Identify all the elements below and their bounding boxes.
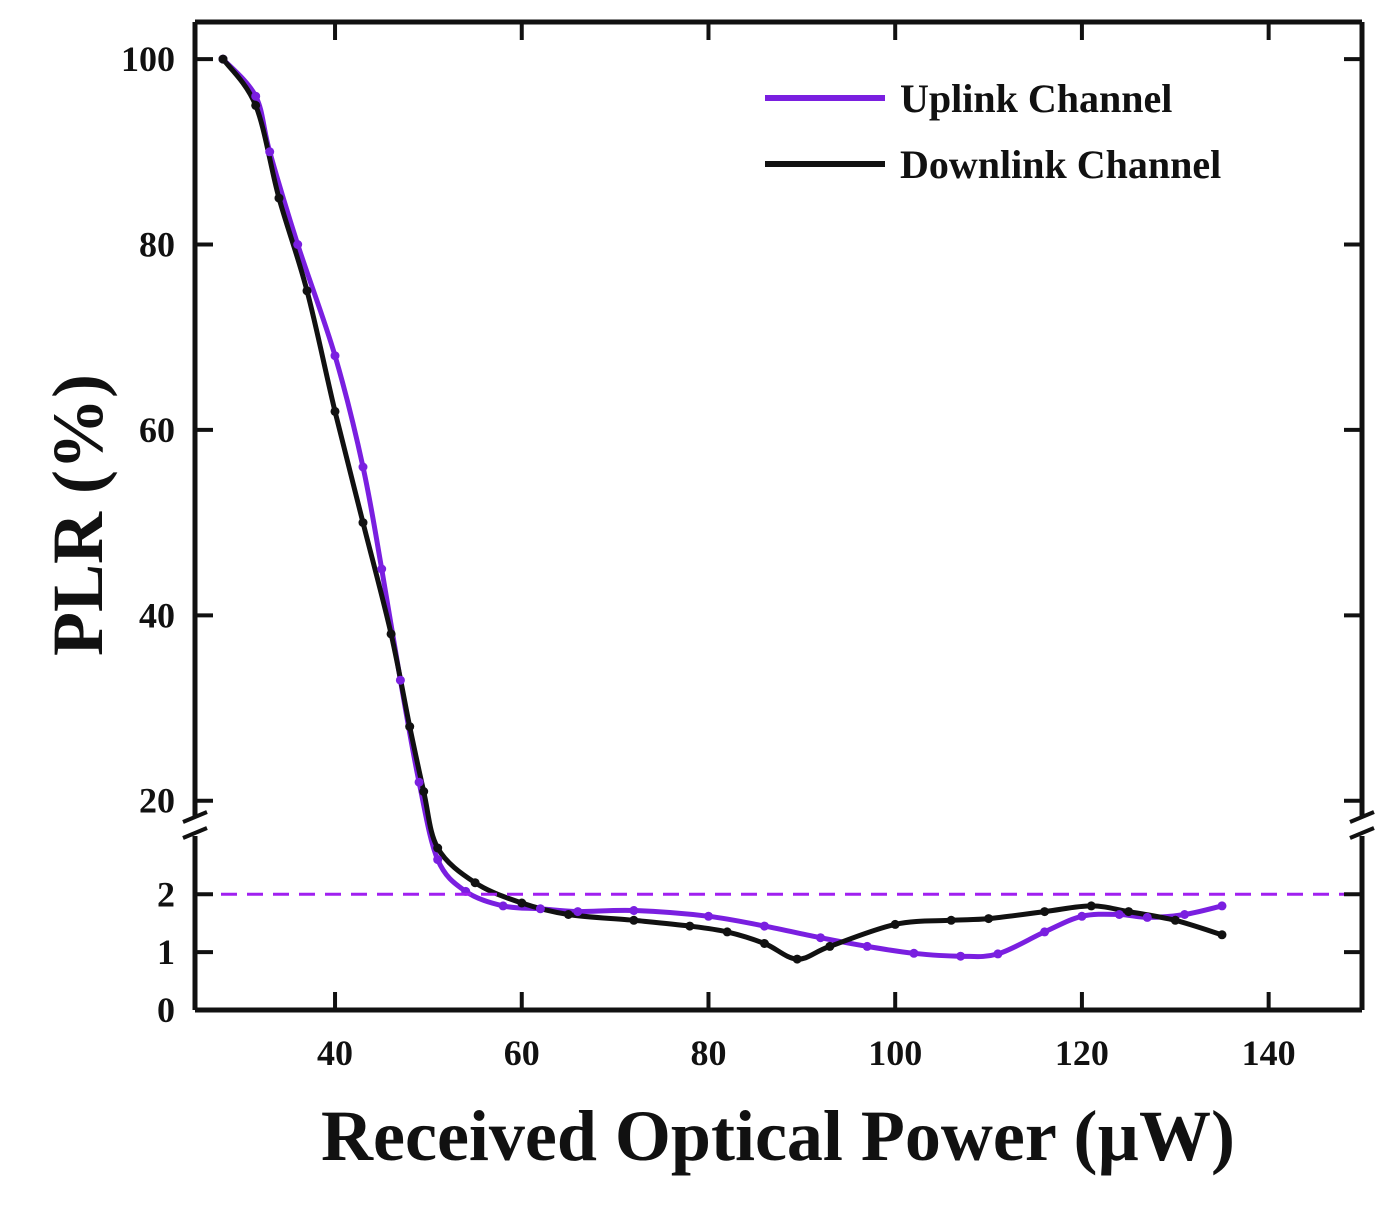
data-point-uplink-21: [993, 949, 1003, 959]
data-point-downlink-4: [330, 406, 340, 416]
data-point-downlink-26: [1217, 930, 1227, 940]
y-tick-label: 100: [121, 39, 175, 79]
y-tick-label: 1: [157, 932, 175, 972]
axis-break-mark: [1349, 826, 1375, 840]
x-tick-label: 100: [868, 1033, 922, 1073]
data-point-uplink-14: [629, 906, 639, 915]
data-point-uplink-22: [1040, 927, 1050, 937]
data-point-uplink-9: [433, 855, 443, 865]
data-point-uplink-5: [358, 462, 368, 472]
data-point-uplink-23: [1077, 911, 1087, 921]
data-point-uplink-26: [1180, 910, 1190, 919]
data-point-downlink-23: [1086, 901, 1096, 911]
data-point-downlink-0: [218, 54, 228, 64]
data-point-downlink-9: [433, 843, 443, 853]
data-point-uplink-6: [377, 564, 387, 574]
data-point-uplink-18: [862, 941, 872, 951]
x-tick-label: 40: [317, 1033, 353, 1073]
y-tick-label: 2: [157, 874, 175, 914]
data-point-downlink-17: [792, 954, 802, 964]
data-point-uplink-15: [704, 911, 713, 921]
legend-label-uplink: Uplink Channel: [900, 76, 1172, 121]
data-point-downlink-24: [1124, 907, 1134, 917]
x-tick-label: 60: [504, 1033, 540, 1073]
data-point-downlink-11: [517, 898, 527, 908]
y-axis-title: PLR (%): [38, 374, 118, 656]
data-point-uplink-24: [1114, 910, 1124, 919]
data-point-downlink-7: [405, 722, 415, 732]
data-point-uplink-8: [414, 777, 424, 787]
legend-label-downlink: Downlink Channel: [900, 142, 1221, 187]
data-point-uplink-27: [1217, 901, 1227, 911]
data-point-uplink-13: [573, 907, 583, 917]
data-point-downlink-10: [470, 878, 480, 888]
data-point-downlink-20: [946, 915, 956, 925]
y-tick-label: 0: [157, 990, 175, 1030]
y-tick-label: 80: [139, 224, 175, 264]
data-point-downlink-15: [722, 927, 732, 937]
data-point-downlink-12: [563, 910, 573, 919]
data-point-downlink-16: [760, 939, 769, 948]
data-point-downlink-22: [1040, 907, 1050, 917]
axis-break-mark: [182, 810, 208, 824]
series-line-uplink: [220, 56, 1225, 960]
data-point-downlink-25: [1170, 915, 1180, 925]
data-point-downlink-5: [358, 518, 368, 528]
data-point-uplink-20: [956, 951, 966, 961]
data-point-uplink-7: [395, 675, 405, 685]
data-point-downlink-2: [274, 193, 284, 203]
data-point-uplink-12: [535, 904, 545, 914]
y-tick-label: 60: [139, 410, 175, 450]
x-tick-label: 80: [690, 1033, 726, 1073]
x-axis-title: Received Optical Power (µW): [321, 1096, 1235, 1176]
data-point-downlink-19: [890, 919, 900, 929]
data-point-uplink-16: [760, 921, 769, 931]
data-point-uplink-3: [293, 240, 303, 249]
data-point-uplink-11: [498, 901, 508, 911]
data-point-uplink-2: [265, 147, 275, 157]
data-point-uplink-1: [251, 91, 261, 101]
data-point-uplink-19: [909, 948, 919, 958]
axis-break-mark: [182, 826, 208, 840]
y-tick-label: 40: [139, 595, 175, 635]
data-point-downlink-6: [386, 629, 396, 639]
data-point-uplink-17: [816, 933, 825, 943]
data-point-downlink-13: [629, 915, 639, 925]
data-point-downlink-14: [685, 921, 695, 931]
data-point-downlink-1: [251, 100, 261, 110]
data-point-uplink-25: [1142, 912, 1152, 922]
data-point-downlink-18: [825, 941, 835, 951]
axis-break-mark: [1349, 810, 1375, 824]
x-tick-label: 140: [1242, 1033, 1296, 1073]
data-point-downlink-8: [419, 787, 429, 796]
data-point-uplink-4: [330, 351, 340, 361]
x-tick-label: 120: [1055, 1033, 1109, 1073]
data-point-downlink-21: [984, 914, 994, 924]
data-point-downlink-3: [302, 286, 312, 296]
y-tick-label: 20: [139, 781, 175, 821]
